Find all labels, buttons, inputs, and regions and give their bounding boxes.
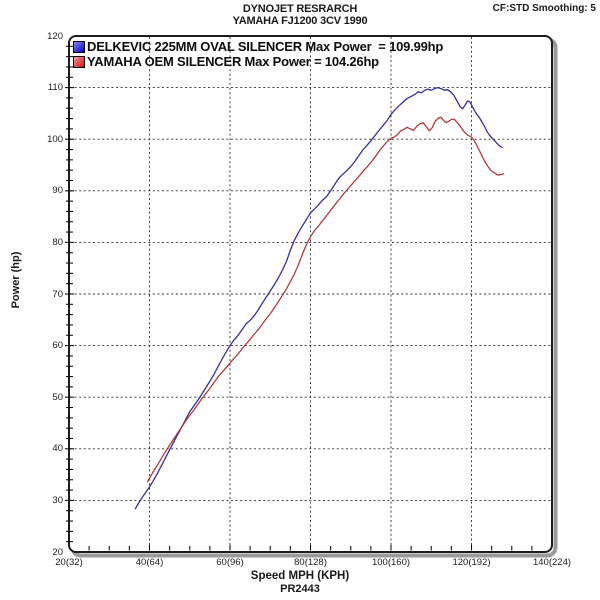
- smoothing-status: CF:STD Smoothing: 5: [492, 3, 596, 14]
- y-tick-label: 60: [52, 340, 63, 352]
- chart-title: DYNOJET RESRARCH: [242, 3, 358, 15]
- gridlines: [70, 37, 551, 551]
- y-tick-label: 40: [52, 443, 63, 455]
- y-tick-label: 30: [52, 494, 63, 506]
- curve-oem: [146, 116, 505, 483]
- y-tick-label: 90: [52, 185, 63, 197]
- y-tick-label: 80: [52, 236, 63, 248]
- curve-delkevic: [134, 86, 503, 510]
- x-tick-label: 100(160): [371, 557, 411, 568]
- legend-label-delkevic: DELKEVIC 225MM OVAL SILENCER Max Power =…: [87, 39, 444, 54]
- run-code: PR2443: [280, 583, 320, 595]
- y-tick-label: 20: [52, 546, 63, 558]
- y-axis-label: Power (hp): [10, 251, 22, 309]
- x-tick-label: 60(96): [216, 557, 244, 568]
- title-block: DYNOJET RESRARCH YAMAHA FJ1200 3CV 1990: [0, 3, 600, 27]
- x-tick-label: 40(64): [135, 557, 164, 568]
- tick-marks: [65, 45, 533, 551]
- power-curves: [134, 86, 505, 510]
- x-tick-label: 140(224): [532, 557, 572, 568]
- y-tick-label: 100: [47, 133, 63, 145]
- legend-item-oem: YAMAHA OEM SILENCER Max Power = 104.26hp: [73, 54, 443, 69]
- x-tick-label: 20(32): [55, 557, 83, 568]
- legend-swatch-blue: [73, 40, 85, 53]
- x-axis-label: Speed MPH (KPH): [250, 570, 350, 582]
- legend-label-oem: YAMAHA OEM SILENCER Max Power = 104.26hp: [87, 54, 379, 69]
- chart-subtitle: YAMAHA FJ1200 3CV 1990: [232, 15, 368, 27]
- y-tick-label: 50: [52, 391, 63, 403]
- y-tick-label: 120: [47, 30, 63, 42]
- y-tick-label: 110: [47, 82, 63, 94]
- x-tick-label: 80(128): [294, 557, 327, 568]
- x-tick-label: 120(192): [452, 557, 491, 568]
- legend-item-delkevic: DELKEVIC 225MM OVAL SILENCER Max Power =…: [73, 39, 443, 54]
- legend: DELKEVIC 225MM OVAL SILENCER Max Power =…: [73, 39, 443, 69]
- legend-swatch-red: [73, 55, 85, 68]
- y-tick-label: 70: [52, 288, 63, 300]
